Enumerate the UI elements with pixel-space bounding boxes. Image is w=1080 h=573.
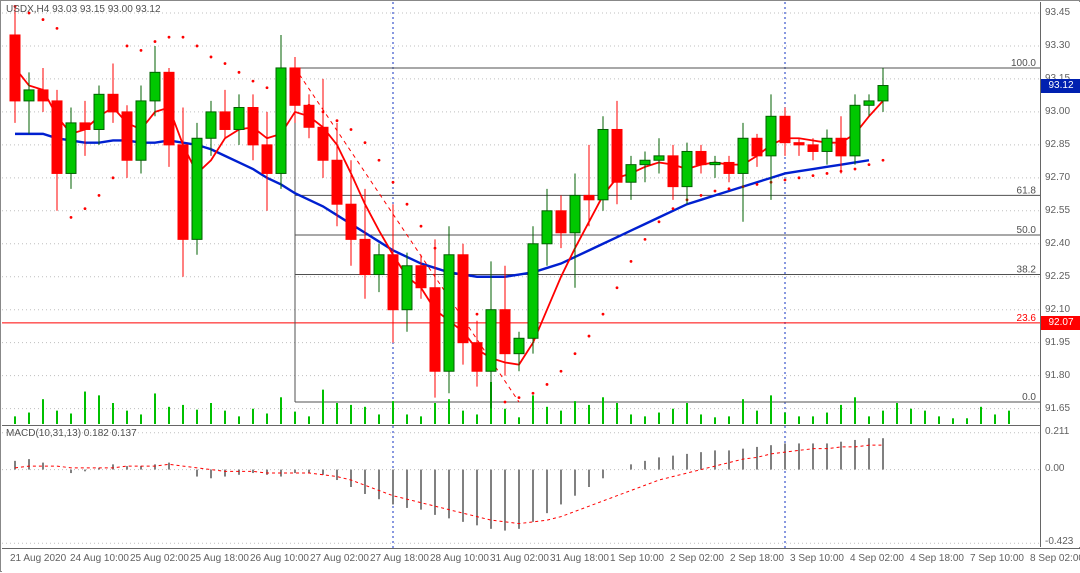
x-tick: 28 Aug 10:00 — [430, 553, 489, 564]
x-tick: 1 Sep 10:00 — [610, 553, 664, 564]
y-tick: 92.10 — [1045, 304, 1070, 315]
svg-text:23.6: 23.6 — [1017, 313, 1037, 324]
x-tick: 25 Aug 18:00 — [190, 553, 249, 564]
svg-text:38.2: 38.2 — [1017, 265, 1037, 276]
macd-y-tick: 0.211 — [1045, 426, 1069, 437]
x-tick: 27 Aug 18:00 — [370, 553, 429, 564]
y-tick: 92.55 — [1045, 205, 1070, 216]
macd-y-tick: -0.423 — [1045, 536, 1073, 547]
x-tick: 7 Sep 10:00 — [970, 553, 1024, 564]
macd-canvas — [2, 426, 1040, 548]
x-tick: 25 Aug 02:00 — [130, 553, 189, 564]
price-badge: 93.12 — [1041, 79, 1080, 93]
y-tick: 92.85 — [1045, 139, 1070, 150]
y-tick: 92.70 — [1045, 172, 1070, 183]
svg-text:61.8: 61.8 — [1017, 185, 1037, 196]
y-tick: 91.80 — [1045, 370, 1070, 381]
y-tick: 91.65 — [1045, 403, 1070, 414]
x-tick: 2 Sep 18:00 — [730, 553, 784, 564]
x-tick: 3 Sep 10:00 — [790, 553, 844, 564]
x-tick: 31 Aug 18:00 — [550, 553, 609, 564]
x-tick: 4 Sep 18:00 — [910, 553, 964, 564]
y-tick: 91.95 — [1045, 337, 1070, 348]
macd-title: MACD(10,31,13) 0.182 0.137 — [6, 428, 137, 439]
y-tick: 92.40 — [1045, 238, 1070, 249]
x-axis: 21 Aug 2020 24 Aug 10:0025 Aug 02:0025 Au… — [2, 548, 1080, 573]
chart-frame: USDX,H4 93.03 93.15 93.00 93.12 0.0 23.6 3… — [0, 0, 1080, 572]
svg-text:100.0: 100.0 — [1011, 58, 1036, 69]
price-panel[interactable]: USDX,H4 93.03 93.15 93.00 93.12 0.0 23.6 3… — [2, 2, 1040, 424]
x-tick: 31 Aug 02:00 — [490, 553, 549, 564]
x-tick: 24 Aug 10:00 — [70, 553, 129, 564]
x-tick: 4 Sep 02:00 — [850, 553, 904, 564]
x-tick: 27 Aug 02:00 — [310, 553, 369, 564]
macd-panel[interactable]: MACD(10,31,13) 0.182 0.137 — [2, 425, 1040, 548]
x-tick: 2 Sep 02:00 — [670, 553, 724, 564]
svg-text:50.0: 50.0 — [1017, 225, 1037, 236]
y-tick: 93.00 — [1045, 106, 1070, 117]
x-tick: 21 Aug 2020 — [10, 553, 66, 564]
y-tick: 93.30 — [1045, 40, 1070, 51]
y-axis: 91.65 91.80 91.95 92.10 92.25 92.40 92.55 92.70… — [1040, 2, 1080, 547]
y-tick: 92.25 — [1045, 271, 1070, 282]
price-badge: 92.07 — [1041, 316, 1080, 330]
symbol-title: USDX,H4 93.03 93.15 93.00 93.12 — [6, 4, 161, 15]
price-canvas: 0.0 23.6 38.2 50.0 61.8 100.0 — [2, 2, 1040, 424]
svg-text:0.0: 0.0 — [1022, 392, 1036, 403]
y-tick: 93.45 — [1045, 7, 1070, 18]
x-tick: 26 Aug 10:00 — [250, 553, 309, 564]
macd-y-tick: 0.00 — [1045, 463, 1064, 474]
x-tick: 8 Sep 02:00 — [1030, 553, 1080, 564]
